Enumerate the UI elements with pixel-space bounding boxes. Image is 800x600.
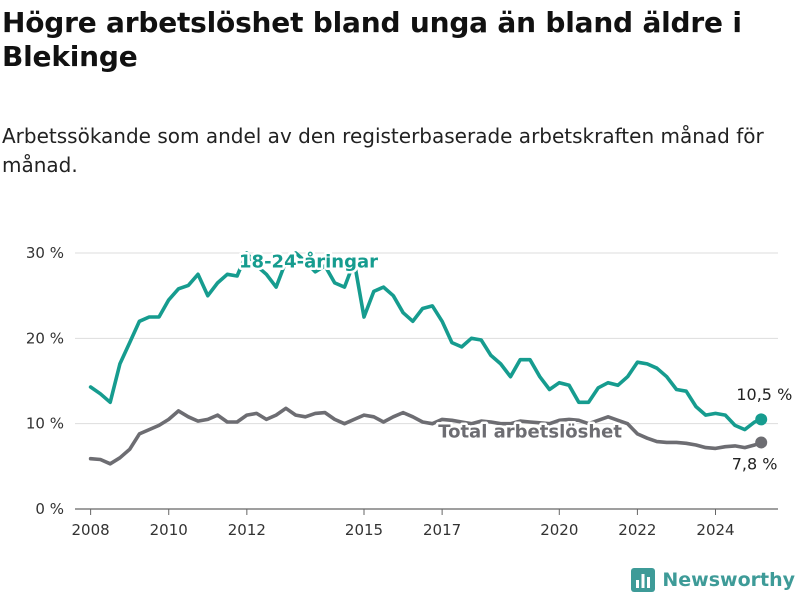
- x-tick-label: 2010: [150, 521, 188, 539]
- x-tick-label: 2024: [696, 521, 734, 539]
- newsworthy-logo: Newsworthy: [631, 566, 795, 594]
- gridlines: [75, 252, 778, 510]
- x-tick-label: 2017: [423, 521, 461, 539]
- end-point-total: [755, 436, 768, 449]
- end-point-youth: [755, 413, 768, 426]
- y-tick-label: 30 %: [26, 244, 64, 262]
- chart-subtitle: Arbetssökande som andel av den registerb…: [2, 124, 764, 177]
- x-tick-label: 2008: [72, 521, 110, 539]
- end-value-label-youth: 10,5 %: [736, 385, 792, 404]
- y-tick-label: 0 %: [35, 500, 64, 518]
- brand-name: Newsworthy: [662, 569, 795, 591]
- bar-chart-logo-icon: [631, 568, 656, 592]
- chart-title: Högre arbetslöshet bland unga än bland ä…: [2, 6, 742, 73]
- x-tick-label: 2015: [345, 521, 383, 539]
- x-tick-label: 2020: [540, 521, 578, 539]
- y-tick-label: 10 %: [26, 415, 64, 433]
- x-tick-label: 2012: [228, 521, 266, 539]
- series-label-total: Total arbetslöshet: [438, 421, 622, 442]
- end-value-label-total: 7,8 %: [732, 455, 778, 474]
- x-tick-label: 2022: [618, 521, 656, 539]
- series-lines: [88, 251, 768, 466]
- series-line-total: [88, 406, 764, 466]
- series-labels: 18-24-åringar Total arbetslöshet 10,5 % 7,8…: [237, 248, 793, 474]
- series-label-youth: 18-24-åringar: [239, 251, 378, 273]
- axes: 0 % 10 % 20 % 30 % 2008 2010 2012 2015 2017 2020 2…: [26, 244, 735, 539]
- y-tick-label: 20 %: [26, 329, 64, 347]
- series-line-youth: [88, 251, 764, 432]
